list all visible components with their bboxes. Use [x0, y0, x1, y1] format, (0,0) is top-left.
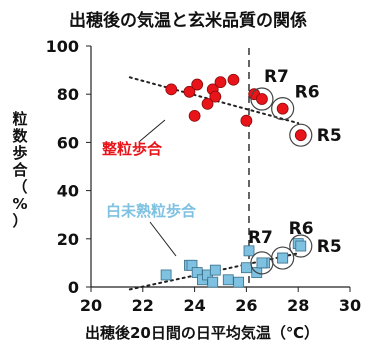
seiryu-point	[214, 76, 227, 89]
seiryu-point	[165, 83, 178, 96]
shiromijuku-point	[233, 276, 245, 288]
callout-ring	[250, 87, 274, 111]
seiryu-point	[240, 114, 253, 127]
x-tick-label: 28	[287, 296, 309, 315]
x-tick-label: 26	[235, 296, 257, 315]
series-label-seiryu: 整粒歩合	[102, 140, 163, 158]
x-tick-label: 30	[339, 296, 361, 315]
y-tick-label: 0	[68, 278, 79, 297]
y-tick-label: 80	[57, 85, 79, 104]
chart-title: 出穂後の気温と玄米品質の関係	[69, 10, 307, 31]
x-tick-label: 22	[132, 296, 154, 315]
callout-point	[294, 129, 307, 142]
seiryu-point	[209, 90, 222, 103]
callout-label-r7: R7	[248, 228, 273, 248]
y-axis-label-char: 合	[11, 161, 28, 179]
y-axis-label-char: %	[12, 195, 27, 213]
callout-point	[277, 252, 289, 264]
y-tick-label: 20	[57, 230, 79, 249]
seiryu-point	[191, 78, 204, 91]
shiromijuku-point	[243, 245, 255, 257]
seiryu-point	[227, 73, 240, 86]
series-label-shiromijuku: 白未熟粒歩合	[106, 202, 197, 220]
callout-point	[256, 257, 268, 269]
seiryu-point	[201, 97, 214, 110]
trend-line	[128, 76, 300, 125]
shiromijuku-point	[222, 274, 234, 286]
y-tick-label: 100	[46, 37, 79, 56]
callout-point	[276, 102, 289, 115]
series-leader-line	[149, 221, 177, 257]
y-axis-label-char: 粒	[12, 110, 27, 128]
callout-label-r5: R5	[317, 126, 342, 146]
callout-label-r6: R6	[289, 219, 314, 239]
callout-ring	[289, 234, 313, 258]
seiryu-point	[188, 109, 201, 122]
seiryu-point	[183, 85, 196, 98]
callout-point	[256, 93, 268, 105]
y-tick-label: 60	[57, 133, 79, 152]
y-axis-label-char: （	[12, 178, 27, 196]
y-tick-label: 40	[57, 182, 79, 201]
trend-lines	[128, 76, 300, 291]
shiromijuku-point	[240, 262, 252, 274]
callout-ring	[289, 123, 313, 147]
y-axis-label-char: ）	[12, 212, 27, 230]
x-tick-label: 24	[183, 296, 205, 315]
shiromijuku-point	[207, 276, 219, 288]
y-axis-label-char: 数	[12, 127, 28, 145]
callout-ring	[271, 97, 295, 121]
shiromijuku-point	[209, 264, 221, 276]
callout-label-r5: R5	[317, 237, 342, 257]
series-leader-line	[139, 119, 166, 142]
shiromijuku-point	[160, 269, 172, 281]
x-axis-label: 出穂後20日間の日平均気温（℃）	[85, 324, 319, 342]
callout-label-r6: R6	[295, 83, 320, 103]
x-tick-label: 20	[80, 296, 102, 315]
y-axis-label-char: 歩	[12, 144, 27, 162]
callout-label-r7: R7	[264, 67, 289, 87]
callout-ring	[271, 246, 295, 270]
callout-point	[295, 240, 307, 252]
